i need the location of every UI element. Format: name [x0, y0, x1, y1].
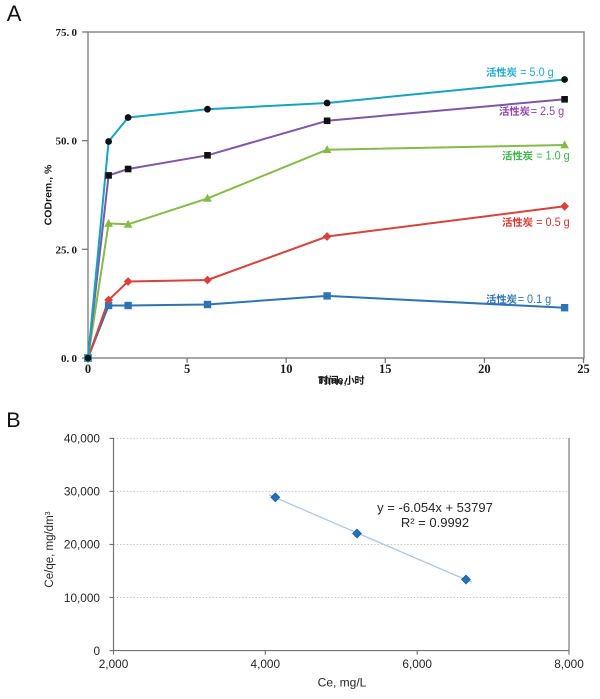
svg-text:0: 0: [93, 644, 100, 658]
svg-text:10: 10: [280, 362, 293, 376]
svg-text:0: 0: [85, 362, 91, 376]
svg-text:4,000: 4,000: [251, 657, 281, 671]
svg-text:40,000: 40,000: [64, 432, 101, 446]
svg-text:= 1.0 g: = 1.0 g: [536, 149, 570, 163]
svg-text:= 2.5 g: = 2.5 g: [531, 104, 565, 118]
svg-text:B: B: [6, 408, 20, 432]
svg-text:Ce/qe, mg/dm3: Ce/qe, mg/dm3: [44, 511, 56, 587]
svg-text:25: 25: [577, 362, 590, 376]
svg-text:8,000: 8,000: [554, 657, 584, 671]
svg-text:= 0.1 g: = 0.1 g: [518, 292, 552, 306]
svg-text:10,000: 10,000: [64, 591, 101, 605]
svg-text:A: A: [7, 1, 22, 26]
svg-text:R² = 0.9992: R² = 0.9992: [401, 515, 469, 530]
svg-text:= 0.5 g: = 0.5 g: [536, 215, 570, 229]
svg-text:y = -6.054x + 53797: y = -6.054x + 53797: [377, 500, 493, 515]
svg-text:5: 5: [184, 362, 190, 376]
svg-text:= 5.0 g: = 5.0 g: [520, 65, 554, 79]
svg-text:Time,: Time,: [318, 375, 347, 387]
svg-text:50. 0: 50. 0: [56, 136, 78, 148]
svg-text:Ce, mg/L: Ce, mg/L: [318, 676, 367, 690]
svg-text:30,000: 30,000: [64, 485, 101, 499]
svg-text:0. 0: 0. 0: [61, 353, 77, 365]
svg-text:25. 0: 25. 0: [56, 244, 78, 256]
svg-text:75. 0: 75. 0: [56, 27, 78, 39]
svg-text:15: 15: [379, 362, 392, 376]
svg-text:6,000: 6,000: [402, 657, 432, 671]
svg-text:2,000: 2,000: [99, 657, 129, 671]
svg-text:CODrem., %: CODrem., %: [43, 164, 55, 225]
svg-text:20,000: 20,000: [64, 538, 101, 552]
svg-text:20: 20: [478, 362, 491, 376]
